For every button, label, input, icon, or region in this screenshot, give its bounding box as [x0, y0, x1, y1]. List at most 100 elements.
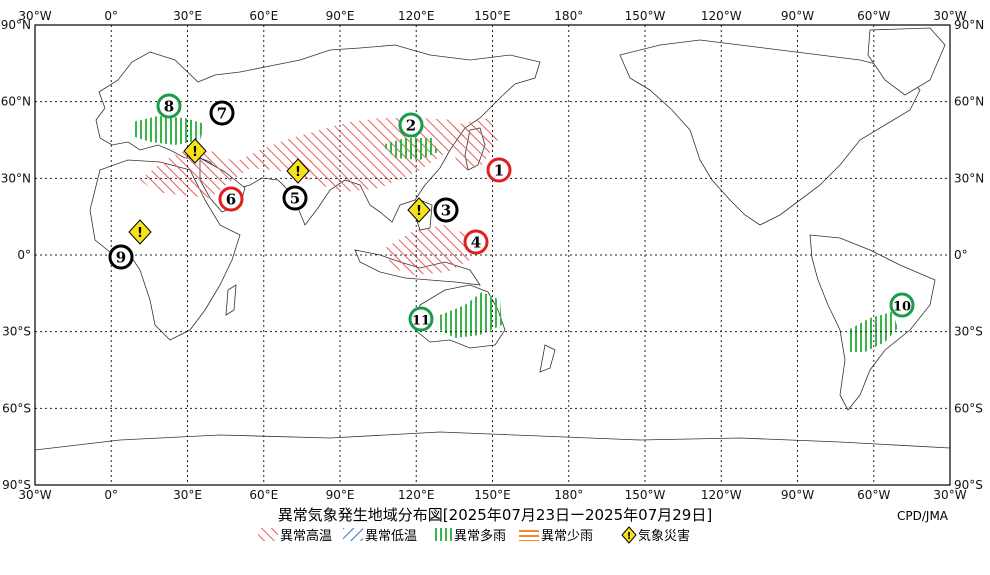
lon-tick-label: 150°E — [474, 488, 511, 502]
legend-label: 異常少雨 — [541, 529, 593, 544]
legend-label: 異常低温 — [365, 529, 417, 544]
lon-tick-label: 0° — [104, 488, 118, 502]
land-newzealand — [539, 344, 556, 373]
lat-tick-label: 60°N — [1, 95, 31, 109]
region-marker-number: 10 — [893, 300, 911, 315]
lat-tick-label: 60°S — [2, 401, 31, 415]
lon-labels-bottom: 30°W 0° 30°E 60°E 90°E 120°E 150°E 180° 150°W 120… — [18, 488, 966, 502]
legend-swatch — [258, 528, 278, 541]
lat-tick-label: 90°S — [2, 478, 31, 492]
region-hot-eurasia — [140, 118, 470, 198]
lon-tick-label: 30°E — [173, 9, 202, 23]
lon-tick-label: 90°E — [326, 9, 355, 23]
region-marker-number: 11 — [412, 314, 430, 329]
lat-tick-label: 30°N — [1, 171, 31, 185]
lat-tick-label: 0° — [17, 248, 31, 262]
anomaly-regions — [132, 116, 898, 352]
region-marker-1: 1 — [486, 157, 512, 183]
lon-tick-label: 30°W — [18, 9, 51, 23]
lat-tick-label: 90°N — [954, 18, 984, 32]
map-frame — [34, 24, 951, 486]
lon-tick-label: 30°E — [173, 488, 202, 502]
credit-text: CPD/JMA — [897, 509, 949, 523]
lon-tick-label: 60°E — [249, 9, 278, 23]
land-greenland — [867, 27, 946, 96]
region-marker-number: 6 — [226, 191, 236, 209]
region-wet-neasia — [382, 138, 438, 160]
lat-tick-label: 30°S — [954, 325, 983, 339]
lat-labels-right: 90°N 60°N 30°N 0° 30°S 60°S 90°S — [954, 18, 984, 492]
lat-tick-label: 60°N — [954, 95, 984, 109]
disaster-diamond-mark: ! — [137, 226, 143, 241]
lon-tick-label: 60°E — [249, 488, 278, 502]
lon-tick-label: 90°E — [326, 488, 355, 502]
legend-swatch-mark: ! — [627, 531, 632, 542]
legend-label: 異常高温 — [280, 528, 332, 544]
lon-labels-top: 30°W 0° 30°E 60°E 90°E 120°E 150°E 180° 150°W 120… — [18, 9, 966, 23]
region-marker-number: 5 — [290, 190, 300, 208]
region-marker-4: 4 — [463, 229, 489, 255]
lon-tick-label: 90°W — [781, 488, 814, 502]
disaster-markers: !!!! — [128, 138, 431, 245]
region-marker-9: 9 — [108, 244, 134, 270]
legend-item-wet: 異常多雨 — [432, 528, 506, 544]
legend-item-hot: 異常高温 — [258, 528, 332, 544]
map-title: 異常気象発生地域分布図[2025年07月23日ー2025年07月29日] — [278, 506, 712, 524]
lon-tick-label: 150°W — [625, 9, 666, 23]
lon-tick-label: 90°W — [781, 9, 814, 23]
legend: 異常高温 異常低温 異常多雨 異常少雨! 気象災害 — [258, 526, 690, 544]
lon-tick-label: 0° — [104, 9, 118, 23]
disaster-diamond: ! — [128, 219, 152, 245]
lat-tick-label: 30°S — [2, 325, 31, 339]
disaster-diamond: ! — [286, 158, 310, 184]
lat-tick-label: 60°S — [954, 401, 983, 415]
lon-tick-label: 30°W — [933, 9, 966, 23]
lon-tick-label: 120°E — [398, 488, 435, 502]
lon-tick-label: 180° — [554, 9, 583, 23]
land-north-america — [619, 39, 921, 226]
legend-item-cold: 異常低温 — [343, 528, 417, 544]
lat-tick-label: 30°N — [954, 171, 984, 185]
region-marker-number: 9 — [116, 249, 126, 267]
legend-label: 気象災害 — [638, 528, 690, 544]
region-wet-australia — [440, 292, 502, 338]
region-marker-3: 3 — [433, 197, 459, 223]
region-marker-5: 5 — [282, 185, 308, 211]
legend-item-dry: 異常少雨 — [519, 528, 593, 544]
disaster-diamond: ! — [407, 197, 431, 223]
disaster-diamond-mark: ! — [295, 165, 301, 180]
legend-swatch — [621, 526, 637, 544]
lon-tick-label: 120°W — [701, 488, 742, 502]
region-wet-samerica — [848, 312, 898, 352]
lon-tick-label: 120°W — [701, 9, 742, 23]
lon-tick-label: 60°W — [857, 9, 890, 23]
disaster-diamond-mark: ! — [416, 204, 422, 219]
lon-tick-label: 30°W — [933, 488, 966, 502]
region-marker-number: 2 — [406, 117, 416, 135]
lat-labels-left: 90°N 60°N 30°N 0° 30°S 60°S 90°S — [1, 18, 31, 492]
legend-swatch — [519, 528, 539, 541]
lat-tick-label: 0° — [954, 248, 968, 262]
region-hot-japan — [452, 118, 498, 172]
disaster-diamond: ! — [183, 138, 207, 164]
region-hot-seasia — [385, 225, 470, 275]
region-marker-number: 1 — [494, 162, 504, 180]
lon-tick-label: 150°E — [474, 9, 511, 23]
lon-tick-label: 150°W — [625, 488, 666, 502]
region-marker-7: 7 — [209, 100, 235, 126]
region-markers: 1 2 3 4 5 6 7 8 9 10 11 — [108, 93, 915, 332]
lat-tick-label: 90°S — [954, 478, 983, 492]
region-marker-number: 7 — [217, 105, 227, 123]
legend-swatch — [432, 528, 452, 541]
region-marker-11: 11 — [408, 306, 434, 332]
lon-tick-label: 120°E — [398, 9, 435, 23]
region-marker-2: 2 — [398, 112, 424, 138]
graticule — [35, 25, 950, 485]
lon-tick-label: 60°W — [857, 488, 890, 502]
region-wet-europe — [132, 116, 205, 145]
lon-tick-label: 180° — [554, 488, 583, 502]
region-marker-6: 6 — [218, 186, 244, 212]
region-marker-10: 10 — [889, 292, 915, 318]
lon-tick-label: 30°W — [18, 488, 51, 502]
